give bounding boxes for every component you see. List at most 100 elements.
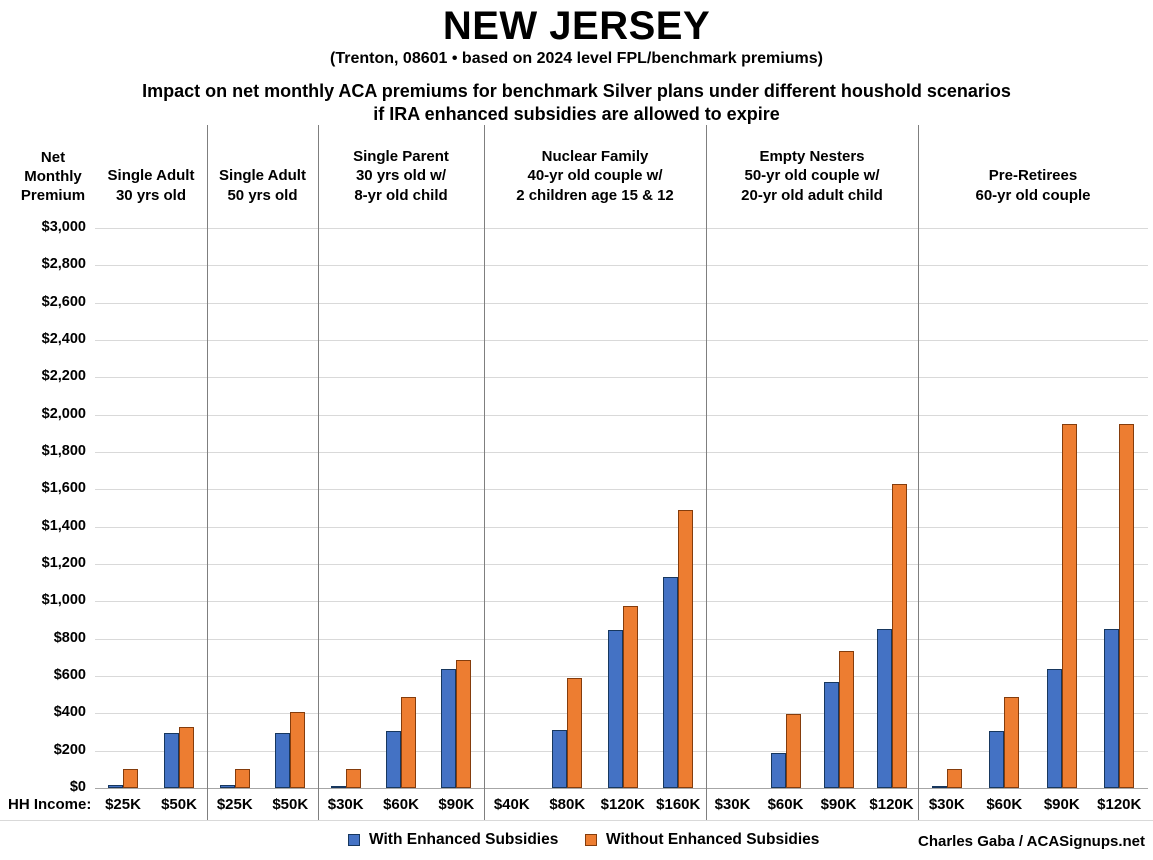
panel-header-line: Single Parent [353,147,449,165]
page-subtitle: (Trenton, 08601 • based on 2024 level FP… [330,50,823,67]
x-axis-income-label: $25K [216,796,253,813]
panel-header-line: Single Adult [107,167,195,184]
bar-with-enhanced [275,732,291,788]
bar-without-enhanced [290,712,306,788]
bar-without-enhanced [401,696,416,788]
x-axis-income-label: $90K [820,796,857,813]
y-axis-tick-label: $400 [53,704,86,721]
chart-title-line2: if IRA enhanced subsidies are allowed to… [373,104,780,124]
panel-header-line: 60-yr old couple [975,186,1091,204]
bar-with-enhanced [219,785,235,788]
bar-with-enhanced [386,731,401,788]
panel-header-line: Pre-Retirees [988,167,1078,184]
x-axis-income-label: $160K [656,796,701,813]
panel-header: Pre-Retirees 60-yr old couple [920,128,1146,205]
label-row-underline [0,820,1153,821]
bar-without-enhanced [456,660,472,788]
panel-header-line: 20-yr old adult child [741,186,883,204]
bar-with-enhanced [108,785,123,788]
x-axis-income-label: $120K [600,796,645,813]
y-axis-title: Net Monthly Premium [14,148,92,205]
y-axis-title-line: Monthly [24,168,82,185]
bar-with-enhanced [663,577,679,788]
bar-without-enhanced [1061,424,1077,788]
bar-with-enhanced [330,786,346,788]
panel-header-line: 50 yrs old [227,186,298,204]
bar-without-enhanced [946,769,962,788]
y-axis-tick-label: $2,600 [41,293,86,310]
x-axis-income-label: $30K [928,796,965,813]
panel-header-line: 40-yr old couple w/ [527,167,663,184]
bar-with-enhanced [1046,668,1062,788]
bar-without-enhanced [567,677,583,788]
legend-item-with-subsidies: With Enhanced Subsidies [348,831,558,849]
bar-with-enhanced [823,681,839,788]
gridline [95,265,1148,267]
panel-header: Empty Nesters 50-yr old couple w/20-yr ol… [708,128,916,205]
y-axis-tick-label: $1,800 [41,443,86,459]
legend-swatch-orange [585,834,597,846]
x-axis-income-label: $30K [714,796,751,813]
y-axis-tick-label: $2,400 [41,331,86,347]
legend-label: Without Enhanced Subsidies [606,831,820,848]
panel-header-line: 30 yrs old w/ [355,167,447,184]
bar-with-enhanced [876,629,892,788]
x-axis-income-label: $90K [438,796,475,813]
panel-header-line: 50-yr old couple w/ [744,167,880,184]
credit-attribution: Charles Gaba / ACASignups.net [918,833,1145,850]
panel-header: Single Adult 50 yrs old [209,128,316,205]
gridline [95,228,1148,229]
bar-with-enhanced [164,732,179,788]
panel-header-line: Empty Nesters [759,147,865,165]
bar-with-enhanced [770,753,786,788]
gridline [95,526,1148,528]
panel-divider [318,125,319,820]
bar-without-enhanced [179,727,194,788]
legend-swatch-blue [348,834,360,846]
gridline [95,564,1148,565]
bar-without-enhanced [234,769,250,788]
y-axis-tick-label: $0 [69,779,86,795]
legend-label: With Enhanced Subsidies [369,831,559,848]
chart-title-line1: Impact on net monthly ACA premiums for b… [142,81,1011,101]
gridline [95,377,1148,379]
bar-with-enhanced [552,730,568,788]
y-axis-tick-label: $200 [53,741,86,758]
bar-with-enhanced [1104,629,1120,788]
panel-divider [918,125,919,820]
x-axis-income-label: $60K [383,796,419,813]
x-axis-income-label: $50K [272,796,309,813]
y-axis-tick-label: $2,000 [41,405,86,422]
bar-without-enhanced [678,509,694,788]
bar-without-enhanced [1004,696,1020,788]
bar-with-enhanced [441,668,457,788]
y-axis-tick-label: $1,200 [41,555,86,571]
panel-header: Nuclear Family 40-yr old couple w/2 child… [486,128,704,205]
bar-without-enhanced [785,714,801,788]
page-title: NEW JERSEY [442,4,711,48]
bar-without-enhanced [123,769,138,788]
x-axis-income-label: $120K [869,796,914,813]
x-axis-income-label: $90K [1043,796,1080,813]
y-axis-tick-label: $3,000 [41,219,86,235]
y-axis-tick-label: $2,800 [41,256,86,273]
panel-header-line: 2 children age 15 & 12 [516,186,674,204]
panel-divider [207,125,208,820]
y-axis-title-line: Net [40,149,66,166]
x-axis-income-label: $120K [1097,796,1142,813]
panel-header-line: 30 yrs old [115,186,187,204]
y-axis-tick-label: $800 [53,629,86,646]
y-axis-tick-label: $1,000 [41,592,86,609]
panel-header-line: Single Adult [219,167,306,184]
x-axis-title: HH Income: [8,796,92,813]
legend-item-without-subsidies: Without Enhanced Subsidies [585,831,819,849]
x-axis-income-label: $30K [327,796,364,813]
bar-with-enhanced [989,731,1005,788]
y-axis-tick-label: $1,600 [41,480,86,497]
y-axis-tick-label: $1,400 [41,517,86,534]
x-axis-income-label: $60K [986,796,1023,813]
y-axis-tick-label: $600 [53,667,86,683]
panel-header-line: 8-yr old child [354,186,448,204]
x-axis-income-label: $80K [549,796,586,813]
